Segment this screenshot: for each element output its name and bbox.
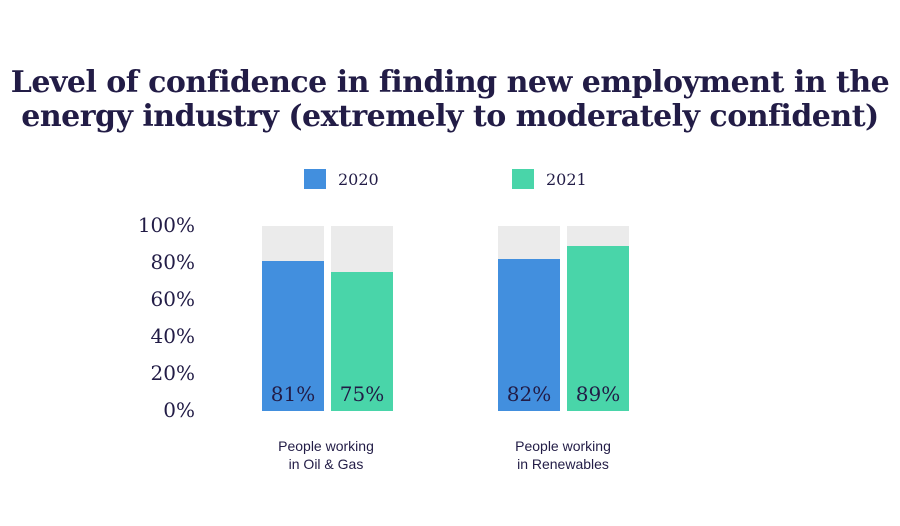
legend-swatch-2021 (512, 169, 534, 189)
y-tick-label: 100% (137, 213, 195, 237)
legend-label-2021: 2021 (546, 169, 587, 189)
bar-value-label: 75% (339, 382, 385, 406)
chart-title: Level of confidence in finding new emplo… (0, 66, 900, 134)
category-label: People working in Renewables (473, 437, 653, 473)
chart-title-line-1: Level of confidence in finding new emplo… (10, 65, 890, 100)
y-tick-label: 80% (150, 250, 195, 274)
category-label-line: People working (515, 438, 611, 454)
bar-2020-0 (262, 261, 324, 411)
bar-value-label: 81% (270, 382, 316, 406)
y-tick-label: 60% (150, 287, 195, 311)
y-tick-label: 20% (150, 361, 195, 385)
category-label: People working in Oil & Gas (236, 437, 416, 473)
bar-2021-0 (331, 272, 393, 411)
bar-2021-1 (567, 246, 629, 411)
bar-value-label: 89% (575, 382, 621, 406)
y-tick-label: 40% (150, 324, 195, 348)
y-tick-label: 0% (163, 398, 195, 422)
bar-value-label: 82% (506, 382, 552, 406)
legend-swatch-2020 (304, 169, 326, 189)
category-label-line: in Renewables (517, 456, 609, 472)
category-label-line: in Oil & Gas (288, 456, 364, 472)
category-label-line: People working (278, 438, 374, 454)
chart-title-line-2: energy industry (extremely to moderately… (21, 99, 879, 134)
legend-label-2020: 2020 (338, 169, 379, 189)
bar-2020-1 (498, 259, 560, 411)
legend-item-2020: 2020 (304, 168, 379, 190)
legend-item-2021: 2021 (512, 168, 587, 190)
